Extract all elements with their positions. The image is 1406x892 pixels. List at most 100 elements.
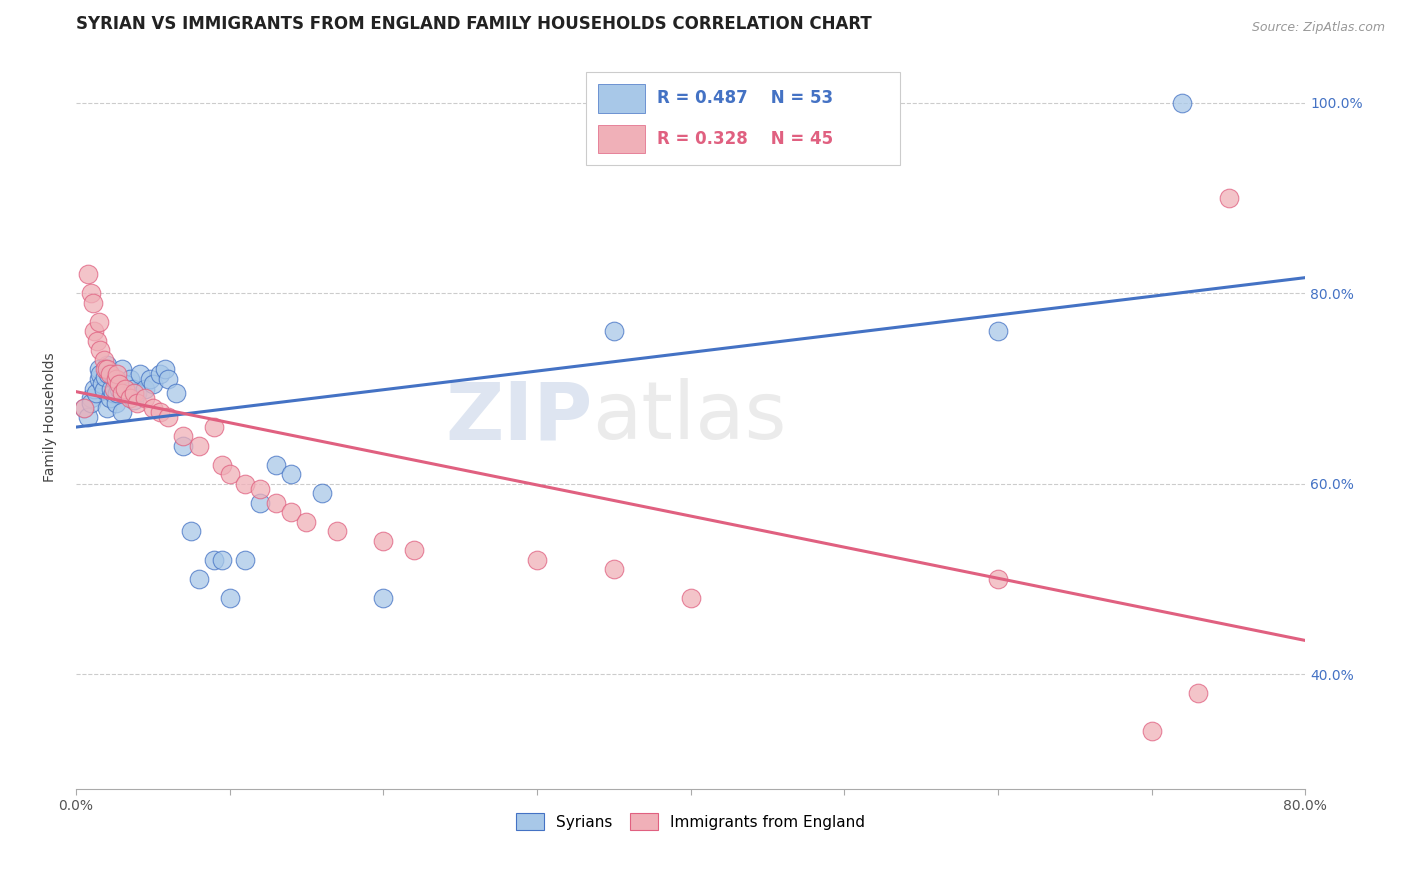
- Point: [280, 505, 302, 519]
- Point: [157, 410, 180, 425]
- Point: [157, 372, 180, 386]
- Point: [91, 376, 114, 391]
- Point: [97, 368, 120, 382]
- Point: [142, 376, 165, 391]
- FancyBboxPatch shape: [599, 125, 645, 153]
- Point: [104, 372, 127, 386]
- Point: [111, 405, 134, 419]
- Legend: Syrians, Immigrants from England: Syrians, Immigrants from England: [510, 806, 872, 837]
- Point: [118, 391, 141, 405]
- Point: [172, 429, 194, 443]
- FancyBboxPatch shape: [599, 85, 645, 112]
- Text: R = 0.328    N = 45: R = 0.328 N = 45: [658, 130, 834, 148]
- Point: [233, 553, 256, 567]
- Point: [101, 386, 124, 401]
- Point: [77, 267, 100, 281]
- Point: [526, 553, 548, 567]
- Point: [121, 382, 143, 396]
- Y-axis label: Family Households: Family Households: [44, 352, 58, 482]
- Point: [1187, 686, 1209, 700]
- Point: [105, 368, 128, 382]
- Point: [72, 401, 94, 415]
- Point: [94, 370, 117, 384]
- Text: atlas: atlas: [592, 378, 786, 456]
- Point: [122, 386, 145, 401]
- Point: [80, 391, 103, 405]
- Point: [202, 553, 225, 567]
- Point: [115, 386, 138, 401]
- Point: [138, 372, 160, 386]
- Point: [987, 325, 1010, 339]
- Point: [373, 533, 395, 548]
- Point: [603, 325, 626, 339]
- Point: [80, 286, 103, 301]
- Point: [264, 458, 287, 472]
- Point: [1140, 724, 1163, 739]
- Point: [249, 482, 271, 496]
- Point: [1218, 191, 1240, 205]
- Point: [93, 353, 115, 368]
- Point: [679, 591, 702, 605]
- Point: [127, 386, 149, 401]
- Point: [84, 386, 107, 401]
- Point: [326, 524, 349, 539]
- Point: [108, 376, 131, 391]
- Point: [249, 496, 271, 510]
- Point: [118, 372, 141, 386]
- Point: [108, 382, 131, 396]
- Point: [72, 401, 94, 415]
- Text: R = 0.487    N = 53: R = 0.487 N = 53: [658, 89, 834, 107]
- Point: [103, 372, 125, 386]
- Point: [280, 467, 302, 482]
- Point: [87, 372, 110, 386]
- Point: [122, 392, 145, 407]
- Point: [187, 439, 209, 453]
- Point: [111, 386, 134, 401]
- Point: [165, 386, 187, 401]
- Point: [153, 362, 176, 376]
- Point: [96, 401, 118, 415]
- Text: ZIP: ZIP: [446, 378, 592, 456]
- Point: [264, 496, 287, 510]
- Point: [202, 419, 225, 434]
- Point: [103, 382, 125, 396]
- Point: [89, 343, 111, 358]
- Point: [295, 515, 318, 529]
- Point: [87, 362, 110, 376]
- Point: [180, 524, 202, 539]
- Point: [87, 315, 110, 329]
- Point: [94, 362, 117, 376]
- Point: [82, 295, 104, 310]
- Point: [211, 458, 233, 472]
- Point: [987, 572, 1010, 586]
- Point: [218, 467, 240, 482]
- Point: [114, 376, 136, 391]
- FancyBboxPatch shape: [586, 71, 900, 164]
- Point: [96, 358, 118, 372]
- Point: [98, 368, 121, 382]
- Point: [86, 334, 108, 348]
- Point: [134, 382, 156, 396]
- Point: [127, 396, 149, 410]
- Point: [218, 591, 240, 605]
- Point: [1171, 95, 1194, 110]
- Point: [83, 382, 105, 396]
- Point: [104, 396, 127, 410]
- Point: [98, 391, 121, 405]
- Point: [105, 386, 128, 401]
- Point: [149, 405, 172, 419]
- Point: [114, 382, 136, 396]
- Point: [100, 382, 122, 396]
- Point: [172, 439, 194, 453]
- Point: [603, 562, 626, 576]
- Point: [402, 543, 425, 558]
- Point: [111, 362, 134, 376]
- Point: [149, 368, 172, 382]
- Point: [233, 476, 256, 491]
- Point: [80, 396, 103, 410]
- Point: [93, 384, 115, 398]
- Point: [373, 591, 395, 605]
- Point: [89, 368, 111, 382]
- Point: [129, 368, 152, 382]
- Text: Source: ZipAtlas.com: Source: ZipAtlas.com: [1251, 21, 1385, 35]
